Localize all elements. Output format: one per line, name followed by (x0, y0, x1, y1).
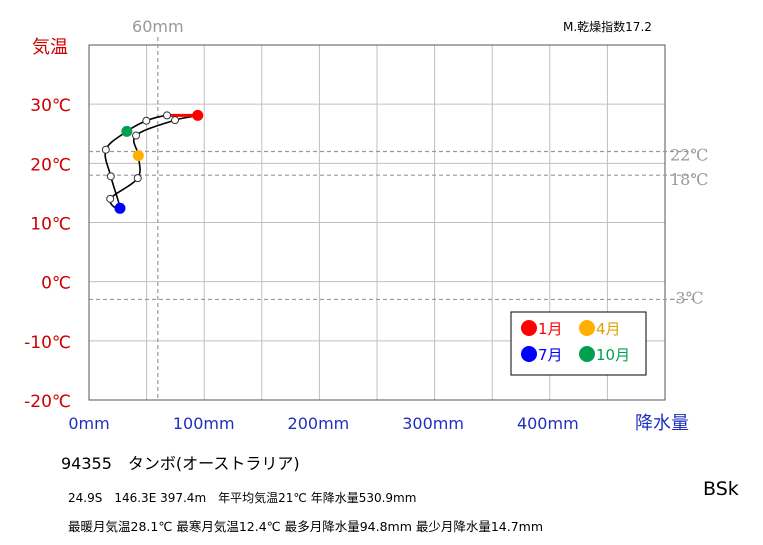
month-point-6 (106, 194, 115, 203)
temperature-precipitation-curve (104, 113, 199, 210)
reference-label-temp: -3℃ (670, 288, 703, 307)
station-summary: 24.9S 146.3E 397.4m 年平均気温21℃ 年降水量530.9mm (68, 491, 417, 505)
x-tick-label: 300mm (402, 414, 464, 433)
data-series (101, 109, 204, 214)
x-tick-label: 200mm (288, 414, 350, 433)
x-tick-label: 400mm (517, 414, 579, 433)
month-point-4 (132, 150, 144, 162)
y-tick-label: 0℃ (41, 274, 71, 294)
legend-label-10: 10月 (596, 346, 630, 364)
reference-lines: 60mm 22℃ 18℃ -3℃ (89, 17, 708, 400)
reference-label-precip: 60mm (132, 17, 184, 36)
month-point-7 (114, 202, 126, 214)
legend-marker-1 (521, 320, 537, 336)
month-point-10 (121, 125, 133, 137)
month-point-11 (142, 116, 151, 125)
y-tick-label: -20℃ (24, 392, 71, 412)
reference-label-temp: 18℃ (670, 170, 708, 189)
month-point-9 (101, 145, 110, 154)
month-point-3 (132, 131, 141, 140)
y-tick-label: -10℃ (24, 333, 71, 353)
y-axis-title: 気温 (32, 37, 68, 58)
reference-label-temp: 22℃ (670, 146, 708, 165)
month-point-12 (162, 111, 171, 120)
climate-class: BSk (703, 478, 739, 500)
month-point-5 (133, 174, 142, 183)
legend-marker-7 (521, 346, 537, 362)
legend-label-7: 7月 (538, 346, 563, 364)
aridity-index: M.乾燥指数17.2 (563, 20, 652, 34)
axis-labels: 気温 30℃ 20℃ 10℃ 0℃ -10℃ -20℃ 0mm 100mm 200mm 300mm 4… (24, 37, 689, 434)
legend-marker-4 (579, 320, 595, 336)
x-axis-title: 降水量 (635, 413, 689, 434)
legend: 1月 4月 7月 10月 (510, 311, 647, 376)
legend-label-1: 1月 (538, 320, 563, 338)
plot-frame (88, 44, 666, 401)
month-point-1 (192, 109, 204, 121)
station-title: 94355 タンボ(オーストラリア) (61, 454, 300, 473)
x-tick-label: 100mm (173, 414, 235, 433)
legend-marker-10 (579, 346, 595, 362)
legend-label-4: 4月 (596, 320, 621, 338)
month-point-8 (106, 172, 115, 181)
y-tick-label: 20℃ (30, 155, 71, 175)
month-point-2 (171, 116, 180, 125)
station-extremes: 最暖月気温28.1℃ 最寒月気温12.4℃ 最多月降水量94.8mm 最少月降水… (68, 519, 544, 534)
x-tick-label: 0mm (68, 414, 109, 433)
y-tick-label: 10℃ (30, 215, 71, 235)
y-tick-label: 30℃ (30, 96, 71, 116)
